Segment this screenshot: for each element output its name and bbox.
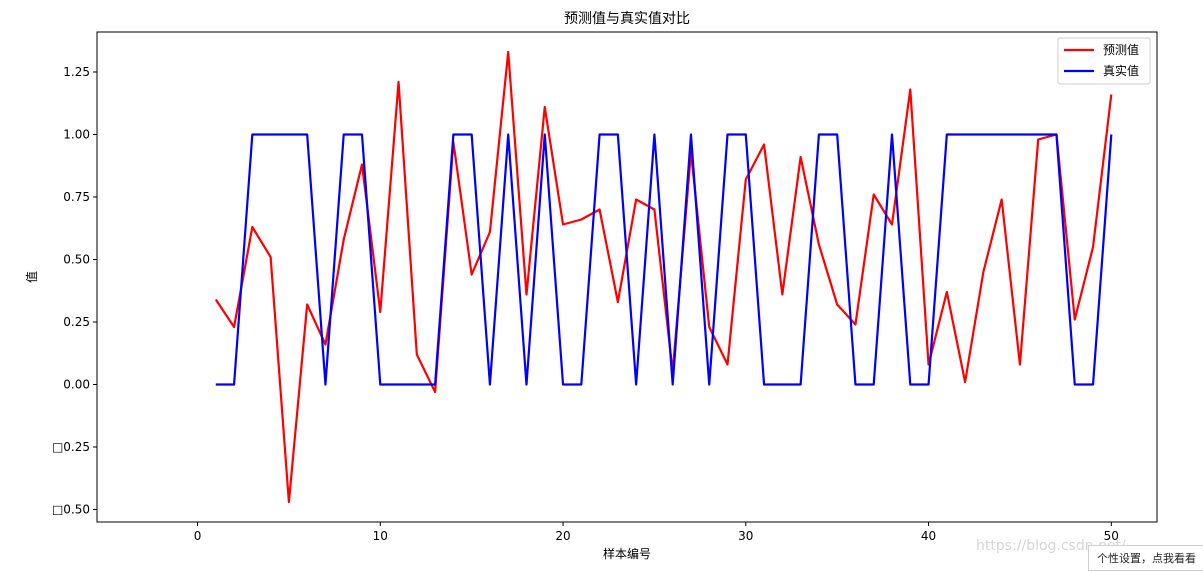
x-axis-label: 样本编号: [603, 546, 651, 561]
series-line-0: [214, 50, 1113, 504]
y-tick-label: □0.50: [52, 503, 90, 517]
x-tick-label: 50: [1104, 529, 1119, 543]
x-tick-label: 10: [373, 529, 388, 543]
x-tick-label: 30: [738, 529, 753, 543]
y-tick-label: 1.25: [63, 65, 90, 79]
legend-label-1: 真实值: [1103, 63, 1139, 78]
x-tick-label: 40: [921, 529, 936, 543]
axes: 0 10 20 30 40 50 □0.50 □0.25 0.00 0.25 0.50 0.75 1.0…: [52, 31, 1158, 543]
plot-frame: [96, 31, 1158, 523]
y-tick-label: 0.25: [63, 315, 90, 329]
plot-area: [214, 50, 1113, 504]
y-tick-label: 0.00: [63, 378, 90, 392]
chart-title: 预测值与真实值对比: [564, 11, 690, 27]
y-tick-label: 1.00: [63, 128, 90, 142]
legend-label-0: 预测值: [1103, 42, 1139, 57]
y-tick-label: 0.50: [63, 253, 90, 267]
x-tick-label: 0: [194, 529, 202, 543]
x-tick-label: 20: [555, 529, 570, 543]
series-line-1: [215, 133, 1113, 386]
y-axis-label: 值: [24, 271, 39, 283]
y-tick-label: 0.75: [63, 190, 90, 204]
y-tick-label: □0.25: [52, 440, 90, 454]
personal-settings-tip[interactable]: 个性设置，点我看看: [1088, 545, 1203, 571]
